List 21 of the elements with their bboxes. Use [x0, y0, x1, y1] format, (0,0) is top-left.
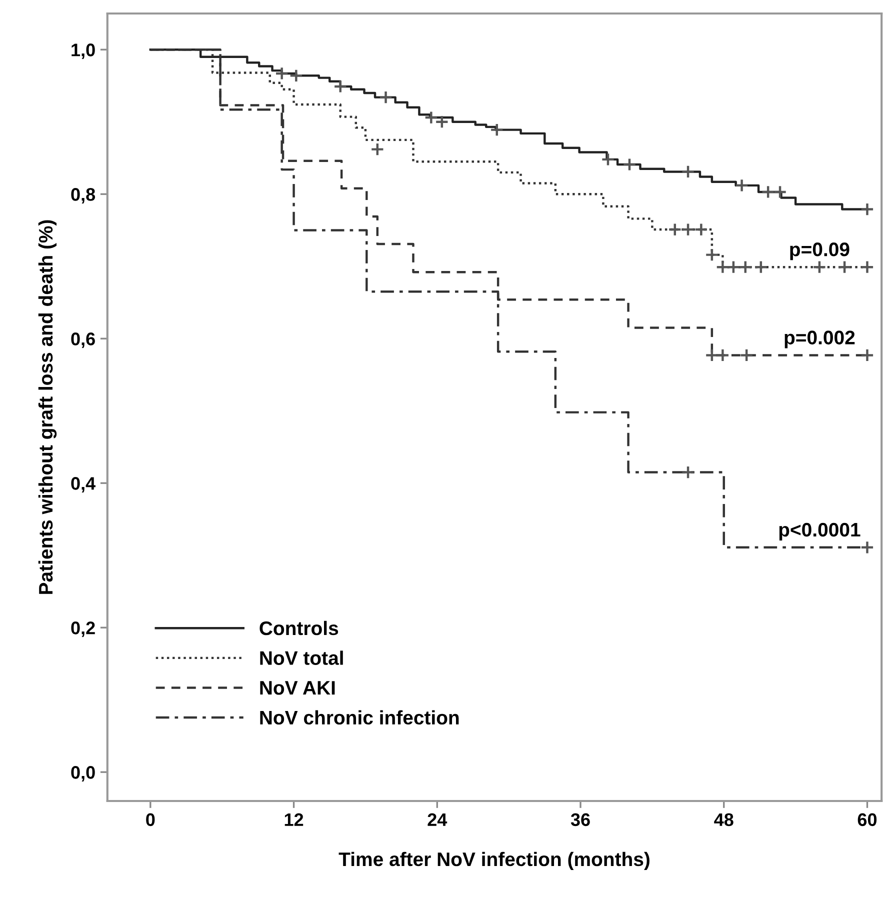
- y-tick-label: 0,4: [71, 477, 96, 492]
- x-tick-label: 0: [146, 813, 155, 826]
- x-axis-title: Time after NoV infection (months): [338, 852, 650, 870]
- legend-label: NoV total: [260, 650, 343, 665]
- y-tick-label: 0,8: [71, 188, 96, 204]
- x-tick-label: 48: [714, 813, 734, 826]
- y-tick-label: 1,0: [72, 44, 95, 59]
- annotation: p<0.0001: [779, 522, 860, 540]
- x-tick-label: 12: [284, 813, 304, 826]
- y-tick-label: 0,2: [71, 622, 95, 637]
- x-tick-label: 24: [428, 813, 448, 826]
- x-tick-label: 36: [570, 813, 590, 826]
- annotation: p=0.09: [790, 242, 850, 260]
- legend-label: NoV chronic infection: [260, 710, 459, 725]
- annotation: p=0.002: [784, 330, 855, 348]
- y-tick-label: 0,0: [71, 766, 95, 782]
- y-axis-title: Patients without graft loss and death (%): [38, 220, 57, 594]
- legend-label: NoV AKI: [260, 681, 335, 695]
- x-tick-label: 60: [858, 813, 877, 826]
- y-tick-label: 0,6: [71, 332, 95, 348]
- legend-label: Controls: [260, 620, 338, 636]
